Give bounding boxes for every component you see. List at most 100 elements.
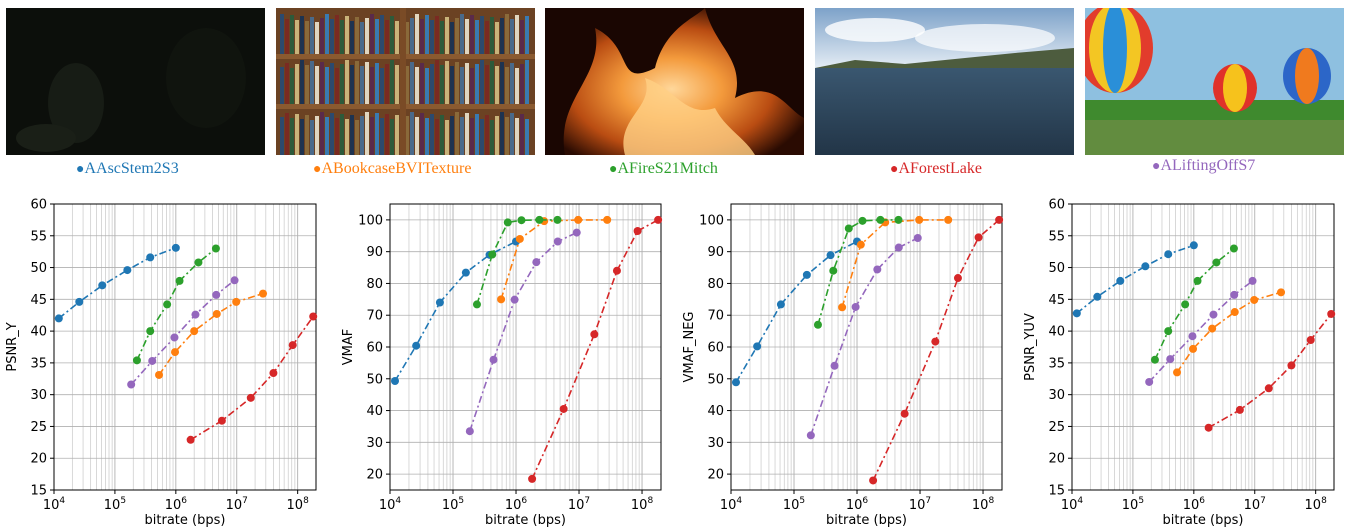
series-dot-icon: ● [313,162,322,177]
data-point [633,227,642,236]
x-tick-label: 106 [505,496,528,513]
thumbnail-abookcasebvitexture [276,8,535,155]
data-point [1230,308,1239,317]
data-point [873,265,882,274]
data-point [510,295,519,304]
x-tick-label: 108 [631,496,654,513]
y-tick-label: 30 [30,388,47,403]
data-point [309,312,318,321]
chart-2: 20 30 40 50 60 70 80 90 100 104 105 106 107 108 bitrat… [341,203,663,527]
series-AForestLake [186,312,318,444]
data-point [1287,361,1296,370]
data-point [532,258,541,267]
data-point [900,409,909,418]
data-point [170,333,179,342]
thumbnail-afires21mitch [545,8,804,155]
data-point [876,215,885,224]
data-point [838,303,847,312]
x-tick-label: 108 [1305,496,1328,513]
data-point [175,276,184,285]
data-point [259,289,268,298]
x-tick-label: 104 [1061,496,1084,513]
chart-1: 15 20 25 30 35 40 45 50 55 60 104 105 106 107 108 bitra… [5,198,318,527]
data-point [869,476,878,485]
y-tick-label: 30 [1048,388,1065,403]
y-tick-label: 50 [707,372,724,387]
data-point [1204,423,1213,432]
series-AFireS21Mitch [1150,244,1238,364]
data-point [830,361,839,370]
y-tick-label: 35 [30,356,47,371]
x-tick-label: 107 [226,496,248,513]
data-point [1181,300,1190,309]
thumbnail-aforestlake [815,8,1074,155]
data-point [1093,292,1102,301]
series-AFireS21Mitch [132,244,220,365]
data-point [489,355,498,364]
x-tick-label: 105 [104,496,126,513]
chart-4: 15 20 25 30 35 40 45 50 55 60 104 105 106 107 108 bitra… [1023,198,1336,527]
thumbnail-aliftingoffs7 [1085,8,1344,155]
x-tick-label: 104 [379,496,402,513]
series-line [810,237,919,436]
plot-frame [1071,203,1335,491]
y-tick-label: 50 [1048,261,1065,276]
x-tick-label: 108 [287,496,310,513]
data-point [553,237,562,246]
data-point [171,348,180,357]
data-point [528,474,537,483]
series-ALiftingOffS7 [806,234,922,440]
y-tick-label: 90 [707,245,724,260]
data-point [54,314,63,323]
data-point [802,270,811,279]
x-tick-label: 105 [442,496,464,513]
y-tick-label: 45 [30,293,47,308]
data-point [1150,355,1159,364]
data-point [412,341,421,350]
y-tick-label: 40 [1048,325,1065,340]
data-point [974,233,983,242]
data-point [146,253,155,262]
data-point [217,416,226,425]
y-tick-label: 20 [366,468,383,483]
data-point [1164,327,1173,336]
data-point [465,427,474,436]
x-tick-label: 105 [1122,496,1144,513]
data-point [844,224,853,233]
data-point [1248,276,1257,285]
x-axis-label: bitrate (bps) [485,513,566,527]
y-tick-label: 15 [30,484,47,499]
data-point [1277,288,1286,297]
data-point [574,215,583,224]
series-AAscStem2S3 [390,237,521,386]
data-point [191,310,200,319]
series-line [1076,244,1195,314]
data-point [127,380,136,389]
series-line [58,247,177,320]
y-tick-label: 25 [1048,420,1065,435]
data-point [856,240,865,249]
y-tick-label: 50 [30,261,47,276]
x-axis-label: bitrate (bps) [826,513,907,527]
data-point [146,327,155,336]
data-point [590,330,599,339]
x-tick-label: 104 [720,496,743,513]
series-dot-icon: ● [76,162,85,177]
series-AFireS21Mitch [472,215,562,309]
data-point [123,266,132,275]
data-point [1164,250,1173,259]
data-point [1173,368,1182,377]
y-tick-label: 40 [707,404,724,419]
y-tick-label: 30 [366,436,383,451]
data-point [75,297,84,306]
data-point [472,300,481,309]
data-point [1209,310,1218,319]
data-point [194,258,203,267]
data-point [488,250,497,259]
series-AForestLake [528,215,663,483]
data-point [1189,344,1198,353]
data-point [913,234,922,243]
series-line [1208,313,1332,429]
series-AForestLake [869,215,1004,485]
y-axis-label: VMAF_NEG [682,312,697,383]
